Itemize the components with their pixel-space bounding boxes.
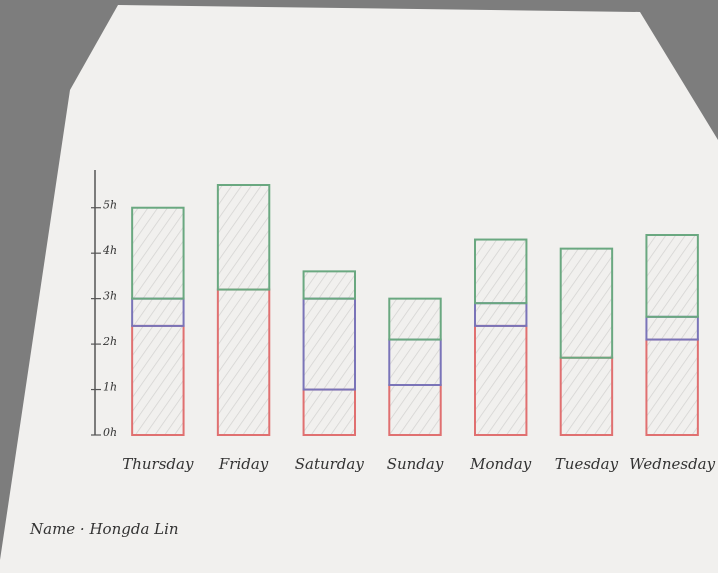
bar-segment	[559, 247, 614, 359]
bar-segment	[559, 356, 614, 436]
bar-segment	[302, 388, 357, 436]
x-tick-label: Sunday	[387, 455, 444, 473]
x-tick-label: Saturday	[295, 455, 365, 473]
bar-segment	[645, 315, 699, 341]
x-tick-label: Tuesday	[555, 455, 619, 473]
y-tick-label: 5h	[103, 199, 117, 212]
bar-segment	[131, 206, 185, 300]
bar-segment	[131, 297, 185, 327]
y-tick-label: 4h	[102, 244, 117, 257]
bar-segment	[388, 297, 442, 341]
x-tick-label: Thursday	[122, 455, 194, 473]
y-tick-label: 1h	[103, 381, 117, 394]
author-note: Name · Hongda Lin	[29, 520, 179, 538]
bar-segment	[474, 324, 528, 436]
bar-segment	[645, 338, 699, 436]
y-tick-label: 3h	[103, 290, 117, 303]
bar-segment	[388, 384, 442, 436]
bar-segment	[216, 288, 271, 436]
bar-segment	[302, 270, 357, 300]
x-tick-label: Friday	[218, 455, 269, 473]
bar-segment	[474, 238, 528, 305]
x-tick-label: Monday	[469, 455, 532, 473]
bar-segment	[216, 184, 271, 291]
bar-segment	[474, 302, 528, 327]
bar-segment	[645, 234, 699, 318]
y-tick-label: 0h	[103, 426, 117, 439]
bar-segment	[302, 297, 357, 391]
x-tick-label: Wednesday	[629, 455, 715, 473]
bar-segment	[388, 338, 442, 386]
bar-segment	[131, 324, 185, 436]
y-tick-label: 2h	[102, 335, 117, 348]
